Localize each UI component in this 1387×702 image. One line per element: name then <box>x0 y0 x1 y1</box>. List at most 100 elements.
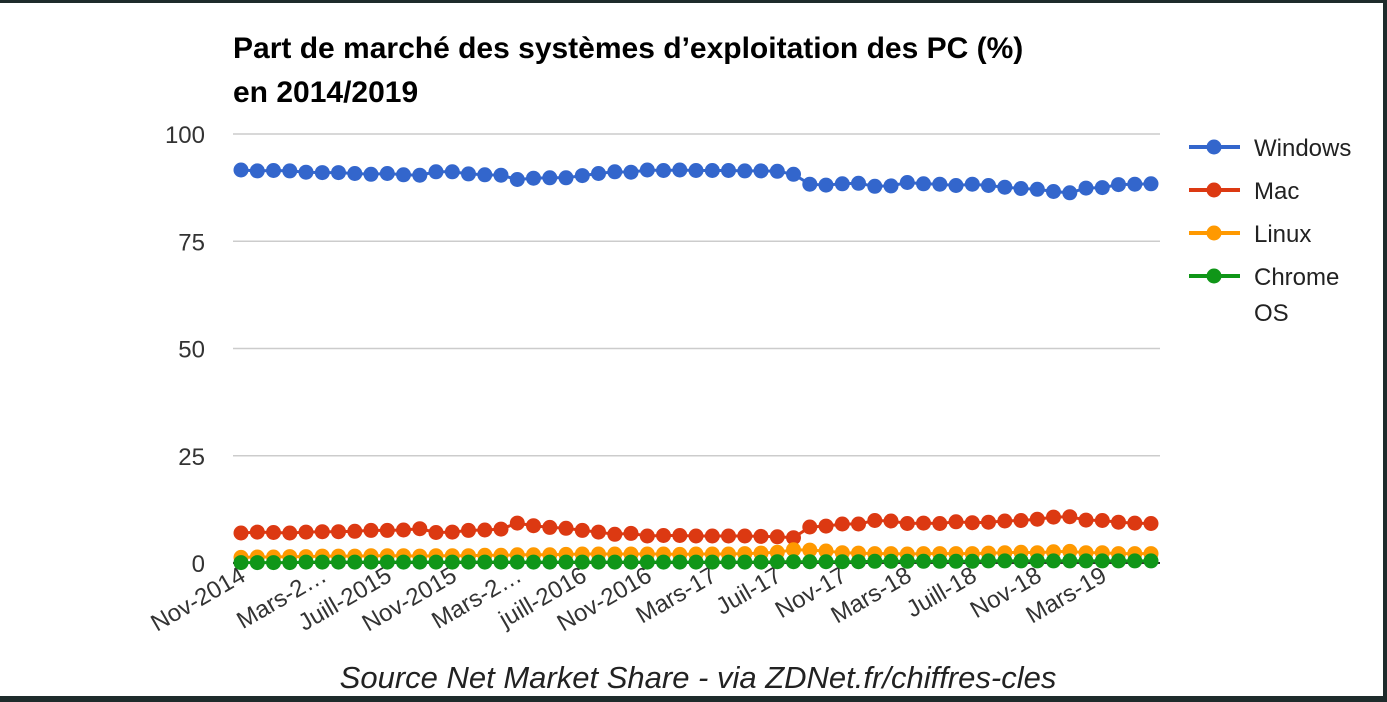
data-point-chrome-os[interactable] <box>818 554 834 570</box>
data-point-chrome-os[interactable] <box>412 554 428 570</box>
data-point-mac[interactable] <box>769 529 785 545</box>
data-point-chrome-os[interactable] <box>623 554 639 570</box>
data-point-mac[interactable] <box>331 524 346 540</box>
data-point-mac[interactable] <box>607 526 623 542</box>
data-point-mac[interactable] <box>818 518 834 534</box>
data-point-mac[interactable] <box>477 522 493 538</box>
data-point-mac[interactable] <box>916 515 931 531</box>
data-point-windows[interactable] <box>981 178 996 193</box>
data-point-windows[interactable] <box>639 162 655 178</box>
data-point-chrome-os[interactable] <box>347 554 363 570</box>
data-point-chrome-os[interactable] <box>314 554 330 570</box>
data-point-mac[interactable] <box>396 522 411 538</box>
data-point-windows[interactable] <box>493 167 509 183</box>
data-point-chrome-os[interactable] <box>428 554 444 570</box>
data-point-windows[interactable] <box>1111 177 1126 193</box>
data-point-windows[interactable] <box>347 166 363 181</box>
data-point-mac[interactable] <box>1013 513 1029 528</box>
data-point-chrome-os[interactable] <box>249 555 265 571</box>
data-point-chrome-os[interactable] <box>233 555 249 571</box>
data-point-mac[interactable] <box>1127 515 1143 531</box>
data-point-windows[interactable] <box>997 179 1013 195</box>
data-point-mac[interactable] <box>1143 516 1159 531</box>
data-point-chrome-os[interactable] <box>1094 553 1110 569</box>
data-point-mac[interactable] <box>1062 509 1078 525</box>
data-point-windows[interactable] <box>867 178 883 194</box>
data-point-chrome-os[interactable] <box>737 554 753 570</box>
data-point-chrome-os[interactable] <box>591 554 606 570</box>
data-point-windows[interactable] <box>899 175 915 190</box>
data-point-linux[interactable] <box>786 542 801 558</box>
data-point-mac[interactable] <box>363 522 379 538</box>
data-point-windows[interactable] <box>526 170 541 186</box>
data-point-chrome-os[interactable] <box>298 554 314 570</box>
legend-item-chrome-os[interactable]: Chrome OS <box>1189 264 1339 327</box>
data-point-chrome-os[interactable] <box>639 554 655 570</box>
data-point-mac[interactable] <box>509 515 525 531</box>
data-point-mac[interactable] <box>672 528 688 543</box>
data-point-chrome-os[interactable] <box>883 553 899 569</box>
data-point-windows[interactable] <box>1127 176 1143 192</box>
data-point-chrome-os[interactable] <box>656 554 671 570</box>
legend-item-linux[interactable]: Linux <box>1189 221 1311 248</box>
data-point-mac[interactable] <box>688 528 704 544</box>
data-point-windows[interactable] <box>1062 185 1078 201</box>
data-point-chrome-os[interactable] <box>834 554 850 570</box>
data-point-windows[interactable] <box>461 166 476 182</box>
data-point-chrome-os[interactable] <box>444 554 460 570</box>
data-point-mac[interactable] <box>981 514 996 530</box>
data-point-mac[interactable] <box>461 522 476 538</box>
data-point-windows[interactable] <box>672 162 688 178</box>
data-point-mac[interactable] <box>249 524 265 540</box>
data-point-chrome-os[interactable] <box>477 554 493 570</box>
data-point-mac[interactable] <box>623 525 639 541</box>
legend[interactable]: Windows Mac Linux Chrome OS <box>1189 135 1351 327</box>
data-point-mac[interactable] <box>786 530 801 546</box>
data-point-mac[interactable] <box>574 522 590 538</box>
legend-item-mac[interactable]: Mac <box>1189 178 1299 205</box>
data-point-mac[interactable] <box>656 528 671 543</box>
data-point-windows[interactable] <box>786 166 801 182</box>
data-point-mac[interactable] <box>1094 513 1110 528</box>
data-point-windows[interactable] <box>721 163 736 178</box>
data-point-windows[interactable] <box>1013 181 1029 196</box>
data-point-windows[interactable] <box>363 166 379 182</box>
data-point-windows[interactable] <box>314 165 330 181</box>
data-point-windows[interactable] <box>753 163 769 179</box>
data-point-mac[interactable] <box>883 513 899 529</box>
data-point-windows[interactable] <box>1143 176 1159 192</box>
data-point-windows[interactable] <box>444 164 460 180</box>
data-point-mac[interactable] <box>428 525 444 540</box>
data-point-windows[interactable] <box>607 164 623 180</box>
data-point-windows[interactable] <box>916 176 931 192</box>
data-point-chrome-os[interactable] <box>607 554 623 570</box>
data-point-mac[interactable] <box>526 518 541 534</box>
data-point-windows[interactable] <box>298 164 314 180</box>
data-point-chrome-os[interactable] <box>786 554 801 570</box>
data-point-chrome-os[interactable] <box>964 553 980 569</box>
data-point-windows[interactable] <box>509 172 525 187</box>
data-point-chrome-os[interactable] <box>1029 553 1045 569</box>
data-point-mac[interactable] <box>867 513 883 528</box>
data-point-mac[interactable] <box>753 528 769 544</box>
data-point-chrome-os[interactable] <box>851 554 866 570</box>
data-point-chrome-os[interactable] <box>997 553 1013 569</box>
data-point-mac[interactable] <box>737 528 753 544</box>
data-point-mac[interactable] <box>444 524 460 540</box>
data-point-mac[interactable] <box>1111 514 1126 530</box>
data-point-chrome-os[interactable] <box>672 554 688 570</box>
data-point-windows[interactable] <box>802 176 818 192</box>
data-point-windows[interactable] <box>379 166 395 181</box>
data-point-chrome-os[interactable] <box>899 553 915 569</box>
data-point-chrome-os[interactable] <box>688 554 704 570</box>
data-point-windows[interactable] <box>883 178 899 194</box>
data-point-mac[interactable] <box>591 524 606 540</box>
data-point-chrome-os[interactable] <box>509 554 525 570</box>
data-point-windows[interactable] <box>851 175 866 191</box>
data-point-chrome-os[interactable] <box>916 553 931 569</box>
data-point-chrome-os[interactable] <box>461 554 476 570</box>
data-point-windows[interactable] <box>558 170 574 186</box>
data-point-windows[interactable] <box>623 164 639 180</box>
data-point-mac[interactable] <box>851 516 866 532</box>
data-point-mac[interactable] <box>412 521 428 537</box>
